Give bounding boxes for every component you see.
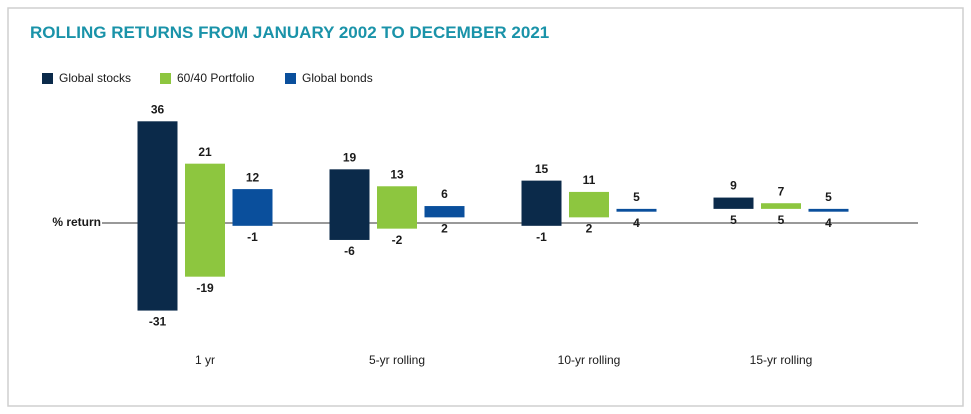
- bar: [808, 208, 849, 212]
- bar: [424, 206, 465, 218]
- value-label: 5: [730, 213, 737, 227]
- value-label: 5: [633, 190, 640, 204]
- value-label: -1: [247, 230, 258, 244]
- value-label: 2: [586, 222, 593, 236]
- x-tick-label: 5-yr rolling: [369, 353, 425, 367]
- value-label: 4: [825, 216, 832, 230]
- x-tick-label: 15-yr rolling: [750, 353, 813, 367]
- value-label: 5: [778, 213, 785, 227]
- bar: [232, 189, 273, 226]
- chart-title: ROLLING RETURNS FROM JANUARY 2002 TO DEC…: [30, 23, 549, 42]
- value-label: -19: [196, 281, 214, 295]
- value-label: 36: [151, 102, 165, 116]
- y-label: % return: [52, 215, 101, 229]
- bar: [569, 191, 609, 218]
- value-label: 21: [198, 145, 212, 159]
- bar: [185, 163, 225, 277]
- value-label: 13: [390, 167, 404, 181]
- bar: [713, 197, 754, 209]
- value-label: -6: [344, 244, 355, 258]
- bar: [329, 169, 370, 240]
- value-label: 19: [343, 150, 357, 164]
- value-label: 15: [535, 162, 549, 176]
- value-label: 7: [778, 184, 785, 198]
- legend-label: 60/40 Portfolio: [177, 71, 255, 85]
- legend-swatch: [42, 73, 53, 84]
- bar: [377, 186, 417, 229]
- value-label: 5: [825, 190, 832, 204]
- value-label: -1: [536, 230, 547, 244]
- value-label: -31: [149, 315, 167, 329]
- legend-swatch: [160, 73, 171, 84]
- value-label: 2: [441, 222, 448, 236]
- value-label: 11: [583, 173, 596, 187]
- bar: [761, 203, 801, 209]
- value-label: 4: [633, 216, 640, 230]
- x-tick-label: 10-yr rolling: [558, 353, 621, 367]
- value-label: -2: [392, 233, 403, 247]
- value-label: 6: [441, 187, 448, 201]
- legend-swatch: [285, 73, 296, 84]
- bar: [137, 121, 178, 311]
- value-label: 12: [246, 170, 260, 184]
- x-tick-label: 1 yr: [195, 353, 215, 367]
- value-label: 9: [730, 179, 737, 193]
- bar: [521, 180, 562, 226]
- bar: [616, 208, 657, 212]
- legend-label: Global stocks: [59, 71, 131, 85]
- legend-label: Global bonds: [302, 71, 373, 85]
